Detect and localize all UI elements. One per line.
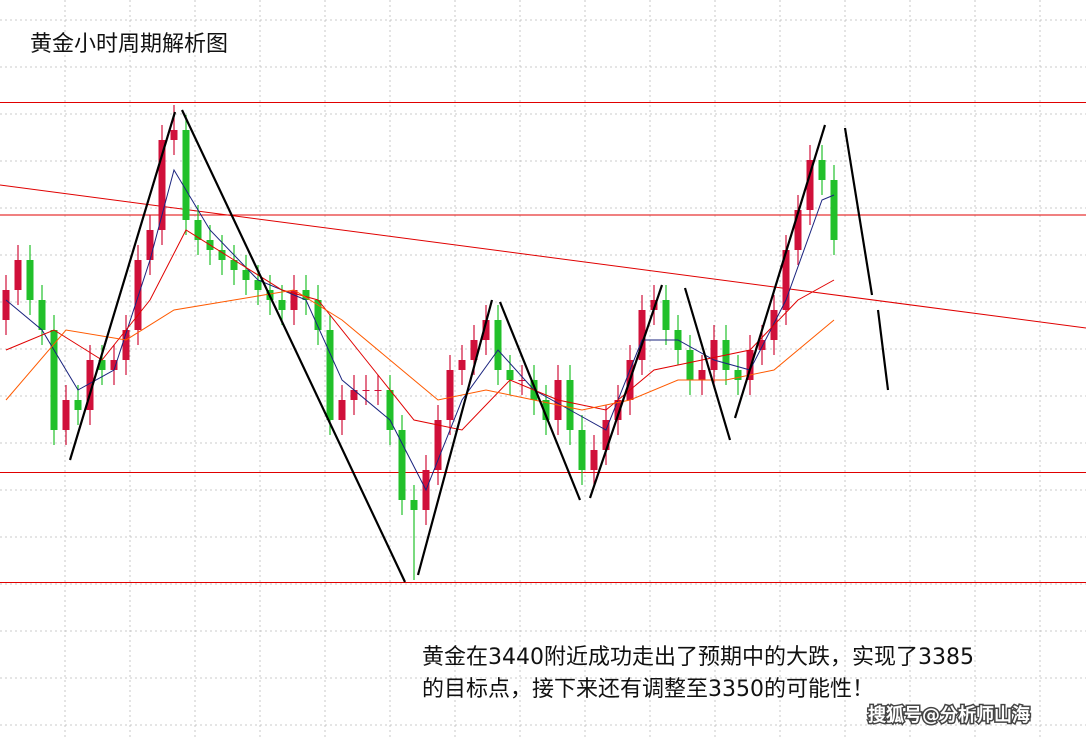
- candle-body: [122, 330, 130, 360]
- candle-body: [218, 250, 226, 260]
- candle-body: [518, 380, 526, 381]
- candle-body: [386, 390, 394, 430]
- annotation: 的目标点，接下来还有调整至3350的可能性！: [422, 677, 874, 702]
- candle-body: [350, 390, 358, 400]
- candle-body: [2, 290, 10, 320]
- candle-body: [794, 210, 802, 250]
- candle-body: [98, 360, 106, 370]
- candle-body: [86, 360, 94, 410]
- candle-body: [74, 400, 82, 410]
- candle-body: [398, 430, 406, 500]
- candle-body: [158, 140, 166, 230]
- candle-body: [242, 270, 250, 280]
- candle-body: [830, 180, 838, 240]
- candle-body: [278, 300, 286, 310]
- candle-body: [458, 360, 466, 370]
- candle-body: [362, 390, 370, 391]
- candle-body: [14, 260, 22, 290]
- candle-body: [602, 420, 610, 450]
- candle-body: [26, 260, 34, 300]
- candle-body: [566, 380, 574, 430]
- moving-average: [5, 289, 835, 411]
- candle-body: [494, 320, 502, 370]
- candle-body: [686, 350, 694, 380]
- candle-body: [698, 370, 706, 380]
- candle-body: [710, 340, 718, 370]
- candle-body: [146, 230, 154, 260]
- candle-body: [782, 250, 790, 310]
- candle-body: [614, 400, 622, 420]
- candle-body: [314, 300, 322, 330]
- candle-body: [446, 370, 454, 420]
- candle-body: [806, 160, 814, 210]
- candle-body: [194, 220, 202, 240]
- candle-body: [38, 300, 46, 330]
- candle-body: [230, 260, 238, 270]
- moving-average: [5, 168, 835, 492]
- moving-average: [5, 229, 835, 431]
- candle-body: [818, 160, 826, 180]
- candle-body: [638, 310, 646, 360]
- candle-body: [434, 420, 442, 470]
- trend-line: [0, 184, 1086, 329]
- candle-body: [734, 370, 742, 380]
- chart-title: 黄金小时周期解析图: [30, 32, 228, 57]
- candle-body: [470, 340, 478, 360]
- candle-body: [482, 320, 490, 340]
- candle-body: [338, 400, 346, 420]
- candle-body: [326, 330, 334, 420]
- candle-body: [410, 500, 418, 510]
- candle-body: [590, 450, 598, 470]
- candle-body: [542, 400, 550, 420]
- candle-body: [50, 330, 58, 430]
- watermark: 搜狐号@分析师山海: [868, 704, 1030, 726]
- candle-body: [374, 390, 382, 391]
- candle-body: [290, 290, 298, 310]
- candle-body: [758, 340, 766, 350]
- candle-body: [134, 260, 142, 330]
- candle-body: [254, 280, 262, 290]
- candle-body: [662, 300, 670, 330]
- candle-body: [170, 130, 178, 140]
- candle-body: [578, 430, 586, 470]
- candle-body: [650, 300, 658, 310]
- plot: [0, 102, 1086, 583]
- candle-body: [506, 370, 514, 380]
- annotation: 黄金在3440附近成功走出了预期中的大跌，实现了3385: [422, 645, 974, 670]
- candle-body: [182, 130, 190, 220]
- candle-body: [110, 360, 118, 370]
- candle-body: [746, 350, 754, 380]
- drawn-zigzag: [68, 109, 890, 583]
- candle-body: [62, 400, 70, 430]
- candle-body: [302, 290, 310, 300]
